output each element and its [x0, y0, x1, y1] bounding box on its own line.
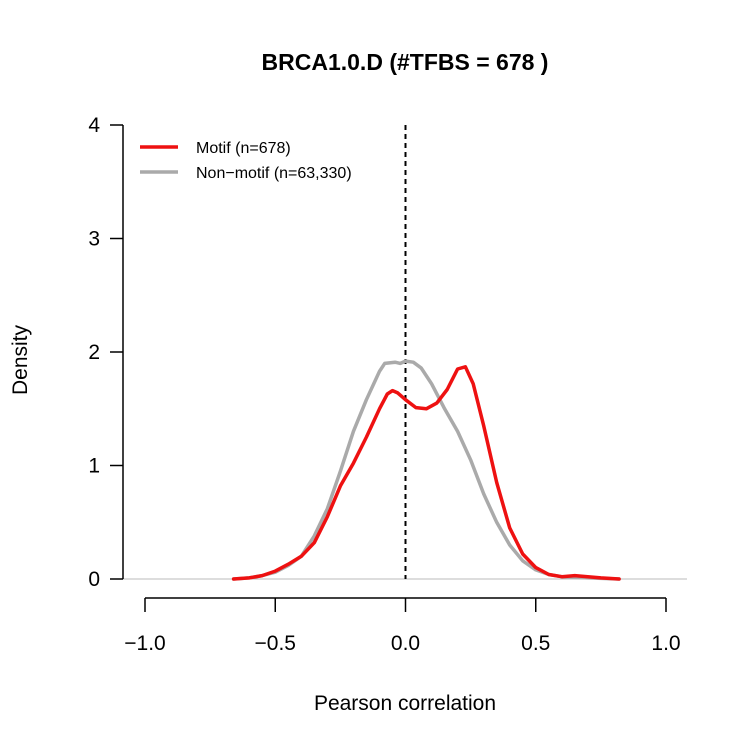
x-tick-label: −0.5: [255, 632, 296, 655]
y-axis-label: Density: [9, 324, 32, 395]
chart-title: BRCA1.0.D (#TFBS = 678 ): [262, 49, 549, 75]
series-line: [231, 365, 621, 581]
x-tick-label: 0.5: [521, 632, 550, 655]
x-axis-label: Pearson correlation: [314, 692, 496, 715]
legend-entry: Non−motif (n=63,330): [196, 165, 352, 182]
y-tick-label: 1: [88, 455, 100, 478]
x-tick-label: −1.0: [124, 632, 165, 655]
x-tick-label: 1.0: [651, 632, 680, 655]
legend-entry: Motif (n=678): [196, 140, 291, 157]
series-line: [231, 359, 621, 581]
y-tick-label: 0: [88, 568, 100, 591]
y-tick-label: 4: [88, 114, 100, 137]
y-axis: 0 1 2 3 4: [88, 114, 124, 591]
y-tick-label: 3: [88, 228, 100, 251]
series-layer: [231, 359, 621, 581]
y-ticks: 0 1 2 3 4: [88, 114, 123, 591]
legend: Motif (n=678) Non−motif (n=63,330): [140, 140, 352, 182]
x-tick-label: 0.0: [391, 632, 420, 655]
x-axis: −1.0 −0.5 0.0 0.5 1.0: [124, 597, 681, 655]
plot-area: [123, 125, 687, 581]
y-tick-label: 2: [88, 341, 100, 364]
x-ticks: −1.0 −0.5 0.0 0.5 1.0: [124, 598, 681, 655]
